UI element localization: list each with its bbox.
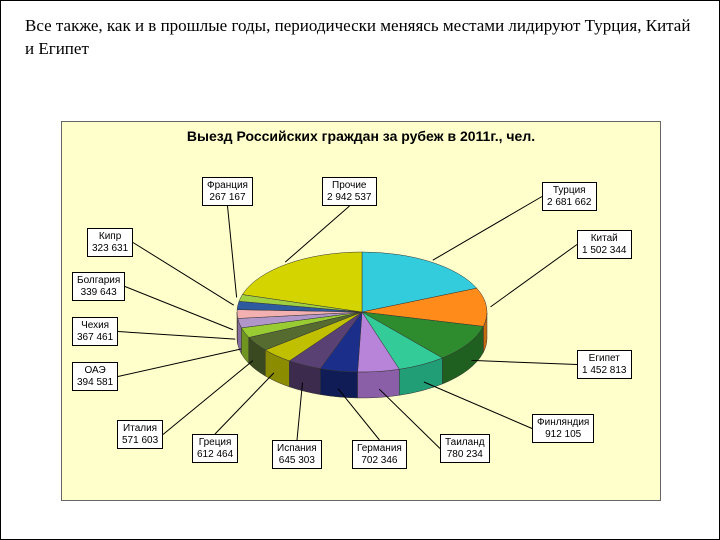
slice-label-value: 1 502 344 [582,245,627,257]
slice-label: Таиланд780 234 [440,434,490,463]
slice-label-value: 1 452 813 [582,365,627,377]
slice-label-name: Кипр [92,231,128,243]
leader-line [215,373,274,434]
slice-label-value: 645 303 [277,455,317,467]
slice-label-value: 339 643 [77,287,120,299]
slice-label-name: Италия [122,423,158,435]
slice-label-value: 367 461 [77,332,113,344]
slice-label-name: Чехия [77,320,113,332]
leader-line [471,360,577,364]
slice-label: Кипр323 631 [87,228,133,257]
slice-label: Китай1 502 344 [577,230,632,259]
slice-label-value: 2 681 662 [547,197,592,209]
slice-label: Испания645 303 [272,440,322,469]
slice-label-name: Греция [197,437,233,449]
slice-label-value: 571 603 [122,435,158,447]
slice-label: ОАЭ394 581 [72,362,118,391]
slice-label: Чехия367 461 [72,317,118,346]
slice-label-value: 2 942 537 [327,192,372,204]
slice-label: Франция267 167 [202,177,253,206]
pie-side [320,369,357,398]
leader-line [163,361,253,435]
slice-label-name: Египет [582,353,627,365]
slice-label: Прочие2 942 537 [322,177,377,206]
leader-line [118,332,235,340]
slice-label: Греция612 464 [192,434,238,463]
chart-container: Выезд Российских граждан за рубеж в 2011… [61,121,661,501]
caption-text: Все также, как и в прошлые годы, периоди… [25,15,695,61]
slice-label: Болгария339 643 [72,272,125,301]
slice-label-value: 267 167 [207,192,248,204]
slice-label-name: Турция [547,185,592,197]
slice-label-value: 323 631 [92,243,128,255]
leader-line [297,383,302,440]
slice-label-name: Франция [207,180,248,192]
pie-side [358,369,400,398]
slice-label-value: 394 581 [77,377,113,389]
leader-line [491,245,577,307]
leader-line [125,287,233,330]
slice-label: Египет1 452 813 [577,350,632,379]
slide: Все также, как и в прошлые годы, периоди… [0,0,720,540]
slice-label-name: ОАЭ [77,365,113,377]
slice-label-name: Германия [357,443,402,455]
leader-line [424,382,532,429]
slice-label-value: 780 234 [445,449,485,461]
slice-label: Финляндия912 105 [532,414,594,443]
slice-label: Германия702 346 [352,440,407,469]
slice-label-name: Финляндия [537,417,589,429]
slice-label-name: Испания [277,443,317,455]
slice-label-name: Китай [582,233,627,245]
slice-label-name: Таиланд [445,437,485,449]
slice-label: Италия571 603 [117,420,163,449]
slice-label-name: Болгария [77,275,120,287]
slice-label-value: 702 346 [357,455,402,467]
slice-label-name: Прочие [327,180,372,192]
slice-label-value: 612 464 [197,449,233,461]
leader-line [433,197,542,261]
leader-line [228,206,237,297]
slice-label-value: 912 105 [537,429,589,441]
leader-line [118,349,241,376]
slice-label: Турция2 681 662 [542,182,597,211]
